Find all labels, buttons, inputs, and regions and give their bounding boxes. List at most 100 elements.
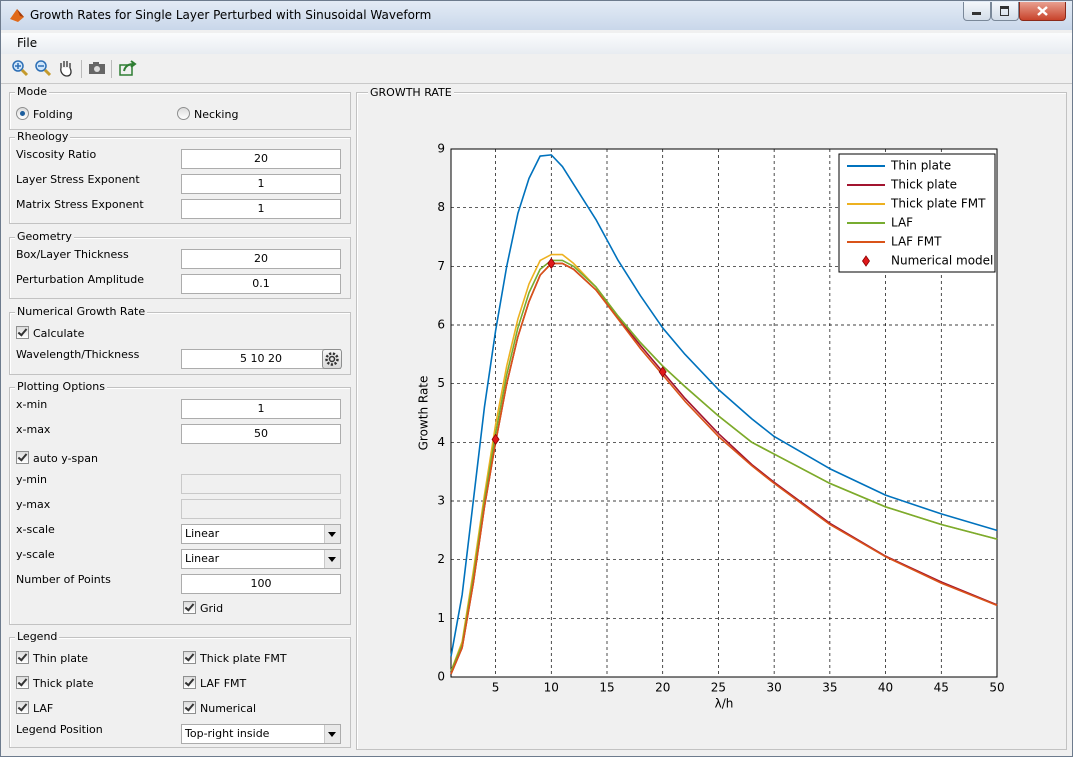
legend-box — [838, 153, 996, 273]
checkbox-label[interactable]: Calculate — [33, 327, 85, 340]
x-axis-label: λ/h — [715, 697, 734, 711]
field-label: Perturbation Amplitude — [16, 273, 144, 286]
menu-bar: File — [1, 33, 1072, 54]
menu-item[interactable]: File — [17, 36, 38, 50]
legend-label: Thick plate — [890, 178, 957, 192]
maximize-button[interactable] — [991, 2, 1019, 21]
radio-button[interactable] — [16, 107, 29, 120]
checkbox-label[interactable]: Grid — [200, 602, 224, 615]
text-input — [181, 474, 341, 494]
group-title: Legend — [15, 630, 60, 643]
radio-label[interactable]: Necking — [194, 108, 239, 121]
text-input[interactable]: 1 — [181, 199, 341, 219]
legend-label: Thick plate FMT — [890, 197, 986, 211]
field-label: Number of Points — [16, 573, 111, 586]
group-box — [9, 237, 351, 299]
zoom-out-tool[interactable] — [34, 59, 52, 77]
field-label: y-max — [16, 498, 51, 511]
group-title: Plotting Options — [15, 380, 107, 393]
group-box — [9, 637, 351, 748]
dropdown[interactable]: Linear — [181, 524, 341, 544]
text-input[interactable]: 100 — [181, 574, 341, 594]
x-tick-label: 25 — [711, 681, 726, 695]
checkbox-label[interactable]: Thick plate FMT — [200, 652, 287, 665]
text-input[interactable]: 5 10 20 — [181, 349, 341, 369]
x-tick-label: 10 — [544, 681, 559, 695]
legend-marker — [862, 255, 870, 267]
y-tick-label: 4 — [437, 435, 445, 449]
zoom-in-tool[interactable] — [11, 59, 29, 77]
checkbox[interactable] — [183, 601, 196, 614]
data-point — [658, 366, 667, 378]
x-tick-label: 40 — [878, 681, 893, 695]
y-tick-label: 8 — [437, 200, 445, 214]
checkbox-label[interactable]: Thick plate — [33, 677, 94, 690]
checkbox[interactable] — [16, 676, 29, 689]
data-point — [547, 257, 556, 270]
y-axis-label: Growth Rate — [417, 376, 431, 451]
y-tick-label: 7 — [437, 259, 445, 273]
text-input[interactable]: 20 — [181, 149, 341, 169]
radio-button[interactable] — [177, 107, 190, 120]
checkbox[interactable] — [16, 326, 29, 339]
checkbox[interactable] — [16, 701, 29, 714]
dropdown[interactable]: Linear — [181, 549, 341, 569]
snapshot-tool[interactable] — [88, 59, 106, 77]
y-tick-label: 9 — [437, 142, 445, 156]
field-label: Viscosity Ratio — [16, 148, 97, 161]
group-title: Geometry — [15, 230, 74, 243]
y-tick-label: 2 — [437, 552, 445, 566]
x-tick-label: 15 — [599, 681, 614, 695]
legend-label: Numerical model — [891, 254, 993, 268]
checkbox[interactable] — [183, 701, 196, 714]
text-input[interactable]: 50 — [181, 424, 341, 444]
field-label: x-scale — [16, 523, 55, 536]
separator — [111, 60, 112, 78]
text-input[interactable]: 1 — [181, 174, 341, 194]
checkbox-label[interactable]: LAF — [33, 702, 54, 715]
field-label: Box/Layer Thickness — [16, 248, 129, 261]
pan-tool[interactable] — [57, 59, 75, 77]
series-line — [450, 259, 998, 672]
text-input[interactable]: 20 — [181, 249, 341, 269]
group-box — [9, 92, 351, 130]
close-button[interactable] — [1019, 2, 1066, 21]
checkbox[interactable] — [16, 651, 29, 664]
x-tick-label: 20 — [655, 681, 670, 695]
field-label: Layer Stress Exponent — [16, 173, 140, 186]
y-tick-label: 3 — [437, 494, 445, 508]
export-tool[interactable] — [119, 59, 137, 77]
dropdown[interactable]: Top-right inside — [181, 724, 341, 744]
checkbox[interactable] — [16, 451, 29, 464]
checkbox-label[interactable]: Thin plate — [33, 652, 89, 665]
separator — [81, 60, 82, 78]
window-title: Growth Rates for Single Layer Perturbed … — [30, 8, 432, 22]
group-title: Mode — [15, 85, 49, 98]
group-box — [9, 387, 351, 625]
checkbox[interactable] — [183, 651, 196, 664]
field-label: Legend Position — [16, 723, 103, 736]
title-bar: Growth Rates for Single Layer Perturbed … — [1, 1, 1072, 30]
field-label: Matrix Stress Exponent — [16, 198, 144, 211]
x-tick-label: 45 — [934, 681, 949, 695]
checkbox-label[interactable]: LAF FMT — [200, 677, 247, 690]
y-tick-label: 5 — [437, 376, 445, 390]
series-line — [450, 154, 998, 657]
text-input[interactable]: 0.1 — [181, 274, 341, 294]
series-line — [450, 262, 998, 675]
minimize-button[interactable] — [963, 2, 991, 21]
text-input[interactable]: 1 — [181, 399, 341, 419]
checkbox-label[interactable]: Numerical — [200, 702, 257, 715]
x-tick-label: 5 — [492, 681, 500, 695]
checkbox-label[interactable]: auto y-span — [33, 452, 98, 465]
group-title: Rheology — [15, 130, 71, 143]
checkbox[interactable] — [183, 676, 196, 689]
x-tick-label: 35 — [822, 681, 837, 695]
radio-label[interactable]: Folding — [33, 108, 73, 121]
field-label: x-max — [16, 423, 51, 436]
legend-label: Thin plate — [890, 159, 951, 173]
settings-button[interactable] — [322, 349, 342, 369]
x-tick-label: 50 — [989, 681, 1004, 695]
group-box — [9, 137, 351, 224]
